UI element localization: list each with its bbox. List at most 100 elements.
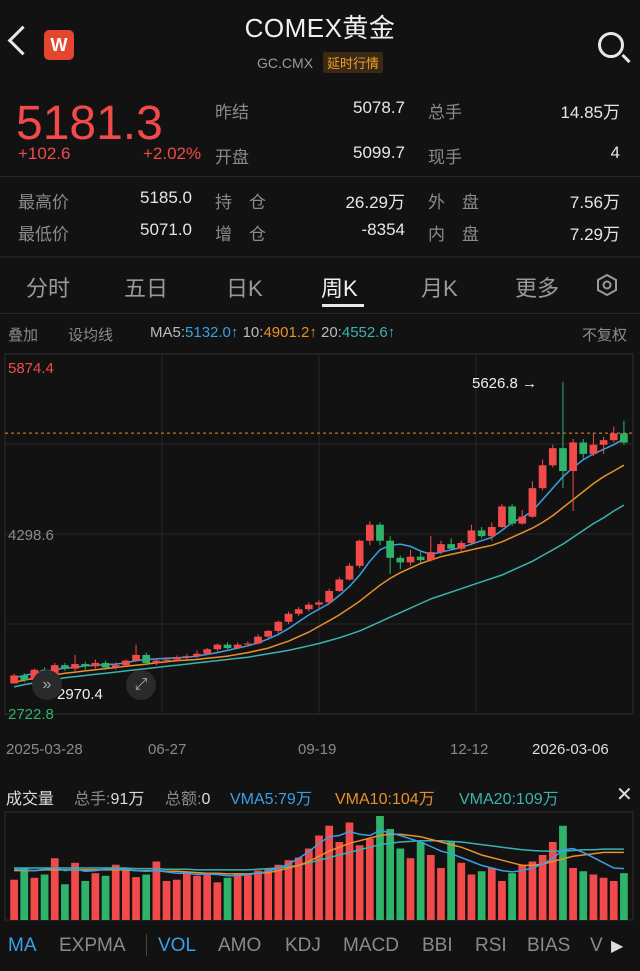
candle-body: [498, 506, 506, 527]
indicator-tab-rsi[interactable]: RSI: [475, 935, 507, 956]
candle-body: [223, 644, 232, 649]
candle-body: [620, 433, 628, 443]
volume-bar: [498, 881, 506, 920]
vma5-line: [14, 829, 624, 877]
tab-daily-k[interactable]: 日K: [226, 276, 263, 301]
expand-left-icon[interactable]: »: [32, 670, 62, 700]
stat-label-oi-change: 增 仓: [215, 225, 266, 244]
volume-bar: [406, 858, 415, 920]
indicator-tab-bias[interactable]: BIAS: [527, 935, 571, 956]
volume-bar: [426, 855, 435, 920]
overlay-button[interactable]: 叠加: [8, 327, 39, 344]
divider: [0, 176, 640, 177]
low-annotation-value: 2970.4: [57, 686, 103, 703]
close-icon[interactable]: ✕: [616, 784, 633, 806]
candle-body: [559, 448, 567, 472]
stat-value-oi-change: -8354: [361, 220, 405, 239]
candle-body: [386, 540, 395, 558]
candle-body: [589, 444, 598, 454]
volume-bar: [528, 861, 537, 920]
volume-bar: [538, 855, 547, 920]
price-change-pct: +2.02%: [143, 144, 202, 163]
volume-bar: [457, 862, 466, 920]
candlestick-chart[interactable]: [0, 350, 640, 770]
candle-body: [518, 516, 527, 524]
candle-body: [406, 556, 415, 563]
indicator-tab-amo[interactable]: AMO: [218, 935, 262, 956]
candle-body: [193, 653, 201, 657]
candle-body: [132, 654, 140, 661]
high-annotation-value: 5626.8: [472, 375, 518, 392]
price-change: +102.6: [18, 144, 71, 163]
volume-bar: [101, 875, 110, 920]
volume-amount-value: 0: [201, 791, 211, 808]
volume-bar: [50, 858, 59, 920]
volume-bar: [183, 871, 191, 920]
volume-bar: [477, 871, 486, 920]
tab-monthly-k[interactable]: 月K: [421, 276, 458, 301]
volume-chart[interactable]: [0, 810, 640, 922]
tab-five-day[interactable]: 五日: [124, 276, 169, 301]
candle-body: [508, 506, 516, 524]
volume-bar: [162, 881, 171, 920]
candle-body: [111, 665, 120, 668]
set-ma-button[interactable]: 设均线: [68, 327, 114, 344]
adjust-toggle[interactable]: 不复权: [582, 327, 628, 344]
ma10-value: 4901.2↑: [263, 324, 317, 341]
candle-body: [81, 664, 90, 667]
candle-body: [152, 660, 161, 663]
x-tick: 2026-03-06: [532, 741, 609, 758]
indicator-tab-ma[interactable]: MA: [8, 935, 37, 956]
volume-bar: [254, 870, 262, 920]
volume-amount: 总额:0: [165, 785, 210, 809]
indicator-tab-v[interactable]: V: [590, 935, 603, 956]
volume-bar: [569, 868, 577, 920]
vma10-line: [14, 833, 624, 875]
indicator-tab-expma[interactable]: EXPMA: [59, 935, 126, 956]
candle-body: [538, 465, 547, 489]
candle-body: [91, 662, 100, 667]
candle-body: [416, 556, 425, 561]
divider: [0, 313, 640, 314]
volume-bar: [91, 873, 100, 920]
chart-settings-icon[interactable]: [595, 273, 619, 297]
volume-bar: [589, 874, 598, 920]
candle-body: [437, 544, 445, 553]
fullscreen-icon[interactable]: ⤢: [126, 670, 156, 700]
ma10-label: 10:: [242, 324, 264, 341]
stat-label-total-volume: 总手: [428, 103, 462, 122]
scroll-right-icon[interactable]: ▶: [611, 938, 624, 955]
tab-more[interactable]: 更多: [515, 276, 560, 301]
divider: [146, 934, 147, 956]
stat-label-open: 开盘: [215, 148, 249, 167]
stat-label-inner-disk: 内 盘: [428, 225, 479, 244]
candle-body: [71, 664, 79, 669]
candle-body: [345, 565, 354, 580]
candle-body: [122, 660, 130, 666]
volume-bar: [132, 877, 140, 920]
stat-label-high: 最高价: [18, 193, 69, 212]
volume-bar: [243, 874, 252, 920]
stat-value-high: 5185.0: [140, 188, 192, 207]
candle-body: [579, 442, 588, 454]
indicator-tab-macd[interactable]: MACD: [343, 935, 399, 956]
ma20-value: 4552.6↑: [341, 324, 396, 341]
indicator-tab-kdj[interactable]: KDJ: [285, 935, 321, 956]
volume-title: 成交量: [6, 791, 55, 808]
volume-bar: [142, 874, 151, 920]
search-icon[interactable]: [598, 32, 624, 58]
volume-bar: [365, 838, 374, 920]
candle-body: [162, 659, 171, 661]
volume-bar: [233, 873, 242, 920]
candle-body: [284, 613, 293, 622]
indicator-tab-vol[interactable]: VOL: [158, 935, 197, 956]
volume-bar: [71, 862, 79, 920]
stat-value-outer-disk: 7.56万: [569, 193, 620, 212]
volume-bar: [416, 842, 425, 920]
volume-bar: [61, 884, 69, 920]
tab-weekly-k[interactable]: 周K: [321, 276, 358, 301]
candle-body: [233, 644, 242, 649]
ma20-label: 20:: [321, 324, 342, 341]
indicator-tab-bbi[interactable]: BBI: [422, 935, 453, 956]
tab-timeshare[interactable]: 分时: [26, 276, 71, 301]
